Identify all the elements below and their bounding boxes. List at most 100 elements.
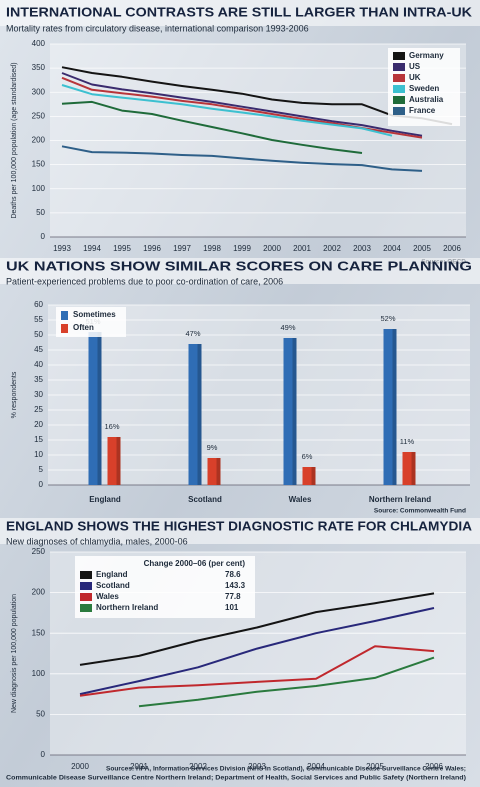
bar bbox=[302, 467, 316, 485]
title-band bbox=[0, 0, 480, 26]
legend-title: Change 2000–06 (per cent) bbox=[144, 559, 246, 568]
y-tick-label: 20 bbox=[34, 420, 43, 429]
x-tick-label: 2000 bbox=[71, 762, 89, 771]
legend-swatch bbox=[393, 63, 405, 71]
chart-title: UK NATIONS SHOW SIMILAR SCORES ON CARE P… bbox=[6, 258, 472, 273]
title-band bbox=[0, 518, 480, 544]
legend-box bbox=[75, 556, 255, 618]
bar bbox=[383, 329, 397, 485]
value-label: 16% bbox=[104, 422, 119, 431]
y-tick-label: 250 bbox=[32, 111, 46, 120]
x-tick-label: England bbox=[89, 495, 121, 504]
bar-shade bbox=[116, 437, 121, 485]
bar-shade bbox=[311, 467, 316, 485]
bar bbox=[107, 437, 121, 485]
y-tick-label: 10 bbox=[34, 450, 43, 459]
bar bbox=[402, 452, 416, 485]
title-band bbox=[0, 258, 480, 284]
x-tick-label: Wales bbox=[289, 495, 312, 504]
x-tick-label: 1996 bbox=[143, 244, 161, 253]
value-label: 9% bbox=[207, 443, 218, 452]
value-label: 6% bbox=[302, 452, 313, 461]
y-tick-label: 35 bbox=[34, 375, 43, 384]
bar-shade bbox=[197, 344, 202, 485]
y-tick-label: 250 bbox=[32, 547, 46, 556]
legend-label: Australia bbox=[409, 95, 444, 104]
y-tick-label: 60 bbox=[34, 300, 43, 309]
x-tick-label: 2000 bbox=[263, 244, 281, 253]
legend-label: Germany bbox=[409, 51, 444, 60]
series-line bbox=[138, 656, 435, 708]
y-tick-label: 50 bbox=[36, 710, 45, 719]
y-tick-label: 200 bbox=[32, 136, 46, 145]
source-note: Source: Commonwealth Fund bbox=[374, 508, 466, 515]
y-tick-label: 150 bbox=[32, 160, 46, 169]
bar bbox=[88, 332, 102, 485]
legend-swatch bbox=[80, 582, 92, 590]
x-tick-label: 1998 bbox=[203, 244, 221, 253]
legend-swatch bbox=[61, 324, 68, 333]
bar-shade bbox=[392, 329, 397, 485]
legend-label: Northern Ireland bbox=[96, 603, 158, 612]
y-tick-label: 350 bbox=[32, 63, 46, 72]
x-tick-label: 1997 bbox=[173, 244, 191, 253]
chart-subtitle: Mortality rates from circulatory disease… bbox=[6, 23, 309, 33]
y-tick-label: 30 bbox=[34, 390, 43, 399]
bar-shade bbox=[216, 458, 221, 485]
y-tick-label: 150 bbox=[32, 628, 46, 637]
bar-shade bbox=[97, 332, 102, 485]
legend-change: 143.3 bbox=[225, 581, 246, 590]
y-tick-label: 5 bbox=[39, 465, 44, 474]
legend-swatch bbox=[80, 593, 92, 601]
legend-swatch bbox=[80, 604, 92, 612]
legend-label: US bbox=[409, 62, 421, 71]
x-tick-label: 2006 bbox=[443, 244, 461, 253]
source-note: Communicable Disease Surveillance Centre… bbox=[6, 775, 466, 782]
value-label: 47% bbox=[185, 329, 200, 338]
y-tick-label: 100 bbox=[32, 669, 46, 678]
bar-shade bbox=[411, 452, 416, 485]
y-tick-label: 0 bbox=[39, 480, 44, 489]
source-note: Sources: HPA, Information Services Divis… bbox=[106, 766, 466, 773]
y-axis-label: Deaths per 100,000 population (age stand… bbox=[11, 62, 18, 218]
legend-label: Sweden bbox=[409, 84, 439, 93]
legend-label: Wales bbox=[96, 592, 119, 601]
y-tick-label: 100 bbox=[32, 184, 46, 193]
legend-label: Scotland bbox=[96, 581, 130, 590]
y-tick-label: 40 bbox=[34, 360, 43, 369]
legend-change: 77.8 bbox=[225, 592, 241, 601]
series-line bbox=[61, 100, 363, 154]
legend-swatch bbox=[393, 96, 405, 104]
series-line bbox=[61, 72, 423, 137]
bar-shade bbox=[292, 338, 297, 485]
x-tick-label: 2002 bbox=[189, 762, 207, 771]
bar bbox=[207, 458, 221, 485]
y-axis-label: % respondents bbox=[11, 371, 18, 418]
legend-change: 78.6 bbox=[225, 570, 241, 579]
x-tick-label: 2004 bbox=[307, 762, 325, 771]
y-tick-label: 0 bbox=[41, 750, 46, 759]
x-tick-label: 2003 bbox=[248, 762, 266, 771]
x-tick-label: 2005 bbox=[366, 762, 384, 771]
bar bbox=[283, 338, 297, 485]
y-tick-label: 15 bbox=[34, 435, 43, 444]
bar bbox=[188, 344, 202, 485]
legend-swatch bbox=[393, 107, 405, 115]
x-tick-label: 2004 bbox=[383, 244, 401, 253]
chart-subtitle: Patient-experienced problems due to poor… bbox=[6, 276, 283, 286]
x-tick-label: 2001 bbox=[293, 244, 311, 253]
legend-swatch bbox=[61, 311, 68, 320]
y-tick-label: 50 bbox=[36, 208, 45, 217]
x-tick-label: Scotland bbox=[188, 495, 222, 504]
y-tick-label: 0 bbox=[41, 232, 46, 241]
legend-swatch bbox=[393, 74, 405, 82]
value-label: 52% bbox=[380, 314, 395, 323]
x-tick-label: 1994 bbox=[83, 244, 101, 253]
legend-label: Sometimes bbox=[73, 310, 116, 319]
x-tick-label: 2002 bbox=[323, 244, 341, 253]
legend-label: UK bbox=[409, 73, 421, 82]
series-line bbox=[61, 66, 453, 126]
legend-swatch bbox=[80, 571, 92, 579]
legend-swatch bbox=[393, 85, 405, 93]
legend-swatch bbox=[393, 52, 405, 60]
